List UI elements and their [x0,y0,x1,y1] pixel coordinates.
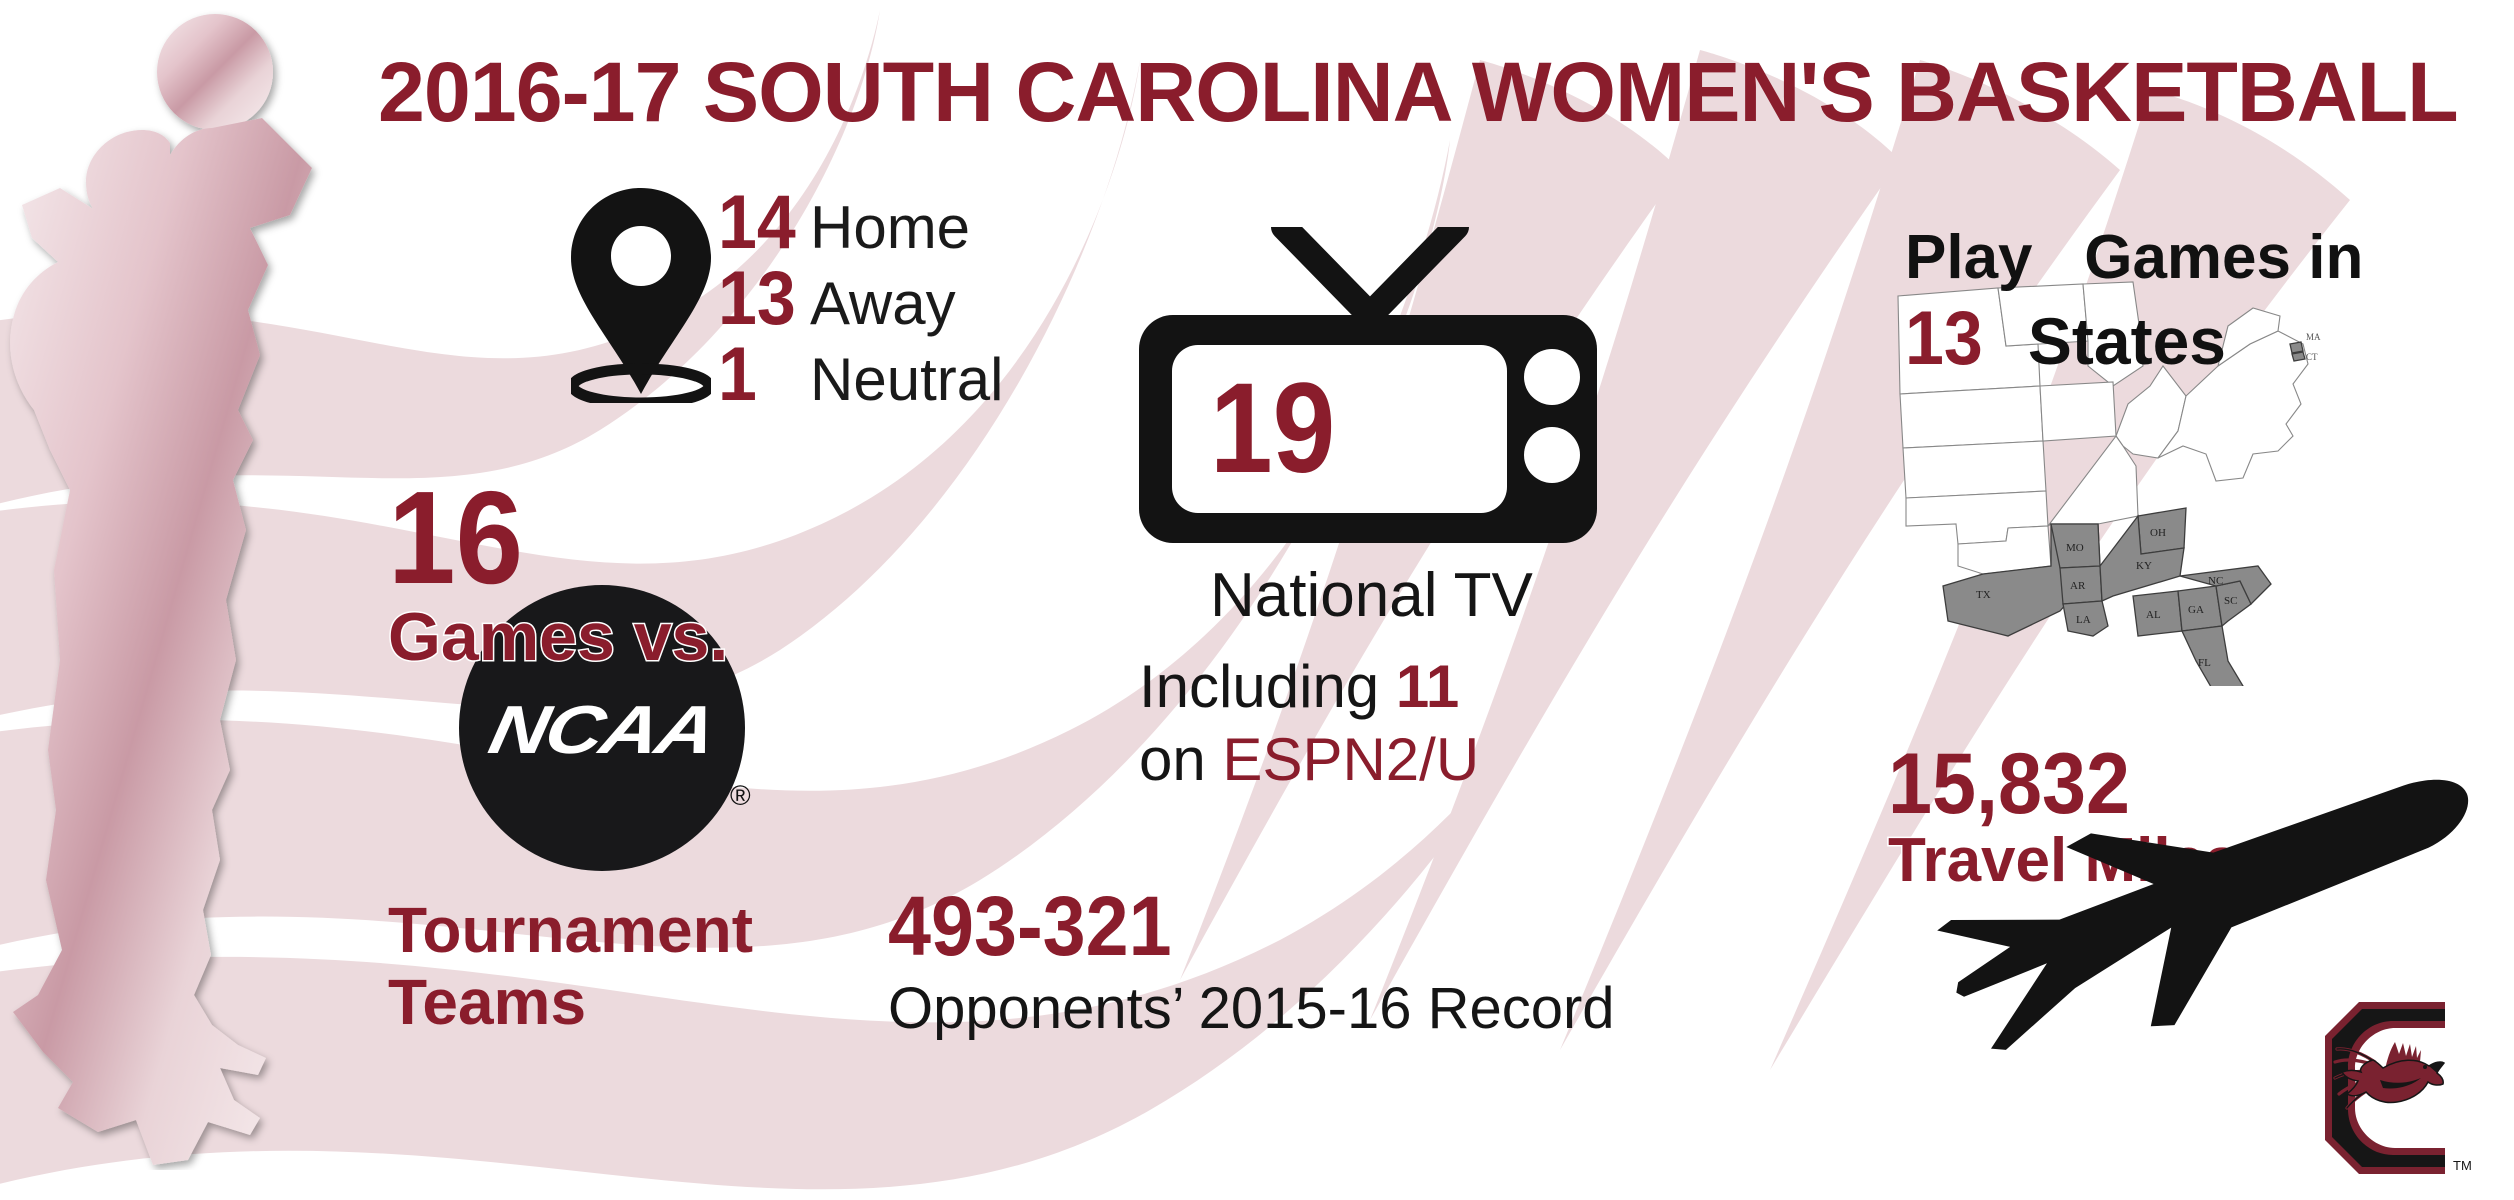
svg-text:KY: KY [2136,560,2152,572]
svg-text:CT: CT [2306,352,2318,362]
svg-text:TX: TX [1976,589,1991,601]
svg-text:TM: TM [2453,1158,2472,1173]
svg-text:LA: LA [2076,614,2091,626]
svg-text:OH: OH [2150,527,2166,539]
svg-text:MA: MA [2306,332,2321,342]
svg-text:NC: NC [2208,575,2223,587]
svg-text:FL: FL [2198,657,2211,669]
svg-text:MO: MO [2066,542,2084,554]
svg-text:GA: GA [2188,604,2204,616]
svg-text:AL: AL [2146,609,2161,621]
svg-text:AR: AR [2070,580,2086,592]
svg-text:SC: SC [2224,595,2237,607]
